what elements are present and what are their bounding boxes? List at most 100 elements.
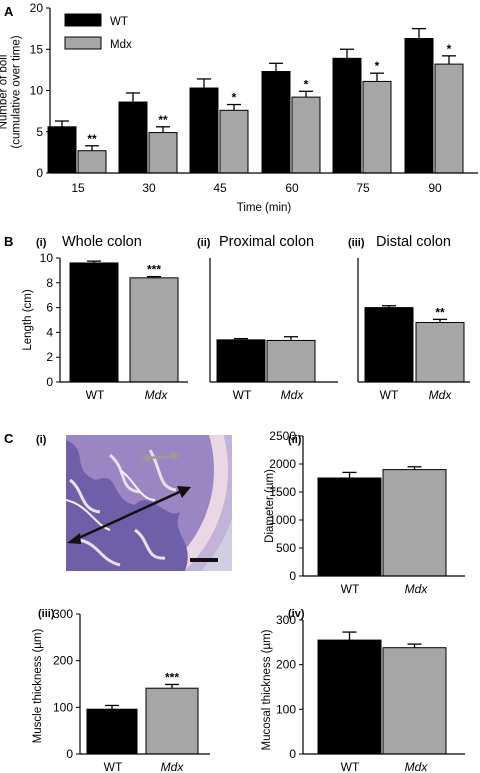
significance-a-45: * — [232, 91, 237, 105]
x-tick-Biii-1: Mdx — [429, 388, 453, 402]
bar-Civ-wt — [317, 639, 382, 755]
bar-Bii-wt — [216, 339, 266, 383]
sub-label-b-ii: (ii) — [197, 237, 211, 249]
chart-title-distal-colon: Distal colon — [376, 234, 451, 250]
bar-Cii-mdx — [382, 469, 447, 577]
y-tick-label-Cii: 2000 — [269, 457, 296, 471]
chart-title-proximal-colon: Proximal colon — [219, 234, 314, 250]
significance-a-90: * — [447, 42, 452, 56]
x-tick-a-75: 75 — [356, 181, 370, 195]
bar-Bi-wt — [69, 262, 119, 383]
y-tick-label-Cii: 0 — [289, 569, 296, 583]
chart-title-whole-colon: Whole colon — [62, 234, 142, 250]
colon-cross-section-micrograph — [66, 435, 232, 571]
bar-Ciii-mdx — [145, 687, 199, 755]
bar-a-wt-90 — [404, 38, 434, 174]
bar-Biii-mdx — [415, 321, 465, 383]
panel-letter-b: B — [4, 234, 13, 249]
significance-a-15: ** — [87, 132, 97, 146]
y-tick-label-Ciii: 100 — [53, 700, 73, 714]
bar-a-mdx-15 — [77, 150, 107, 174]
y-tick-label-a: 20 — [30, 1, 44, 15]
x-tick-a-60: 60 — [285, 181, 299, 195]
y-axis-label-a-line: (cumulative over time) — [11, 35, 23, 148]
y-tick-label-Civ: 200 — [276, 658, 296, 672]
panel-letter-a: A — [4, 4, 14, 19]
bar-a-mdx-45 — [219, 109, 249, 174]
x-tick-Ciii-0: WT — [104, 760, 123, 773]
sub-label-b-iii: (iii) — [348, 237, 365, 249]
y-axis-label-diameter: Diameter (µm) — [264, 469, 276, 543]
bar-a-wt-60 — [261, 71, 291, 174]
significance-Ciii-1: *** — [165, 670, 179, 684]
y-tick-label-Civ: 300 — [276, 613, 296, 627]
significance-a-75: * — [375, 59, 380, 73]
sub-label-c-iii: (iii) — [38, 608, 55, 620]
y-tick-label-Civ: 100 — [276, 702, 296, 716]
significance-a-60: * — [304, 77, 309, 91]
sub-label-b-i: (i) — [36, 237, 47, 249]
bar-a-wt-15 — [47, 126, 77, 174]
y-axis-label-a-line: Number of boli — [0, 55, 10, 130]
x-tick-a-45: 45 — [213, 181, 227, 195]
x-tick-Civ-0: WT — [341, 760, 360, 773]
y-axis-label-muscle-thickness-line: Muscle thickness (µm) — [32, 629, 44, 744]
significance-a-30: ** — [158, 113, 168, 127]
x-tick-Cii-0: WT — [341, 582, 360, 596]
x-tick-Bi-1: Mdx — [145, 388, 169, 402]
x-tick-Bii-1: Mdx — [281, 388, 305, 402]
x-tick-Civ-1: Mdx — [405, 760, 429, 773]
legend-label-wt: WT — [110, 16, 128, 28]
significance-Biii-1: ** — [435, 305, 445, 319]
x-tick-a-90: 90 — [428, 181, 442, 195]
y-tick-label-Bi: 0 — [46, 375, 53, 389]
y-axis-label-mucosal-thickness: Mucosal thickness (µm) — [261, 629, 273, 750]
x-tick-a-30: 30 — [142, 181, 156, 195]
y-tick-label-Ciii: 200 — [53, 654, 73, 668]
y-tick-label-Bi: 4 — [46, 325, 53, 339]
bar-Ciii-wt — [86, 708, 138, 755]
y-tick-label-a: 10 — [30, 84, 44, 98]
y-tick-label-a: 0 — [36, 166, 43, 180]
y-tick-label-Civ: 0 — [289, 747, 296, 761]
y-tick-label-a: 5 — [36, 125, 43, 139]
bar-Civ-mdx — [382, 647, 447, 755]
y-tick-label-Ciii: 0 — [66, 747, 73, 761]
bar-a-mdx-30 — [148, 132, 178, 174]
significance-Bi-1: *** — [147, 263, 161, 277]
y-axis-label-mucosal-thickness-line: Mucosal thickness (µm) — [261, 629, 273, 750]
y-tick-label-Cii: 500 — [276, 541, 296, 555]
x-tick-Bii-0: WT — [233, 388, 252, 402]
y-tick-label-Bi: 6 — [46, 301, 53, 315]
y-tick-label-Bi: 10 — [40, 251, 54, 265]
y-tick-label-Cii: 2500 — [269, 429, 296, 443]
y-tick-label-Cii: 1000 — [269, 513, 296, 527]
x-tick-Biii-0: WT — [380, 388, 399, 402]
y-axis-label-a: Number of boli (cumulative over time) — [0, 35, 23, 148]
y-tick-label-a: 15 — [30, 42, 44, 56]
x-tick-a-15: 15 — [71, 181, 85, 195]
x-axis-label-a: Time (min) — [237, 202, 292, 214]
bar-Bii-mdx — [266, 339, 316, 383]
sub-label-c-iv: (iv) — [288, 608, 305, 620]
bar-a-wt-75 — [332, 57, 362, 174]
x-tick-Cii-1: Mdx — [405, 582, 429, 596]
x-tick-Ciii-1: Mdx — [161, 760, 185, 773]
bar-a-mdx-75 — [362, 80, 392, 174]
y-axis-label-muscle-thickness: Muscle thickness (µm) — [32, 629, 44, 744]
x-tick-Bi-0: WT — [86, 388, 105, 402]
bar-Biii-wt — [364, 307, 414, 383]
bar-a-mdx-90 — [434, 63, 464, 174]
legend-swatch-mdx — [64, 36, 102, 50]
y-axis-label-length: Length (cm) — [22, 289, 34, 351]
y-tick-label-Bi: 8 — [46, 276, 53, 290]
bar-Cii-wt — [317, 477, 382, 577]
bar-a-wt-30 — [118, 101, 148, 174]
y-tick-label-Ciii: 300 — [53, 607, 73, 621]
bar-a-wt-45 — [189, 87, 219, 174]
legend-swatch-wt — [64, 13, 102, 27]
legend-label-mdx: Mdx — [110, 39, 132, 51]
sub-label-c-ii: (ii) — [288, 434, 302, 446]
panel-letter-c: C — [4, 431, 14, 446]
